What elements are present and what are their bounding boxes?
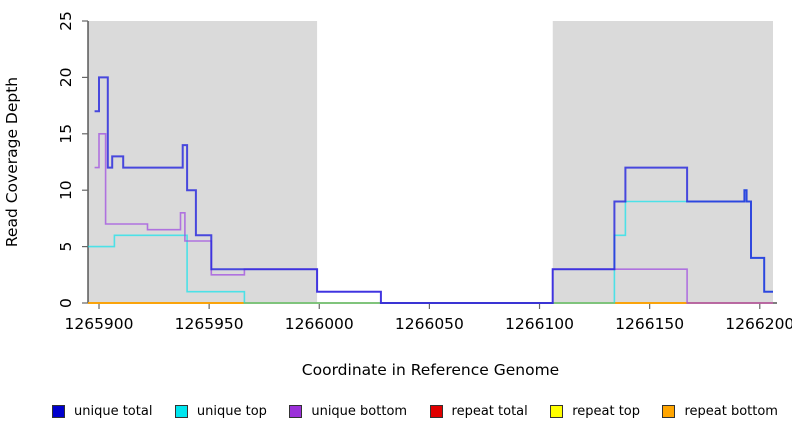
chart-legend: unique total unique top unique bottom repea…: [0, 396, 792, 426]
x-tick-label: 1265900: [64, 315, 133, 333]
x-tick-label: 1266150: [615, 315, 684, 333]
x-tick-label: 1266100: [505, 315, 574, 333]
legend-swatch: [174, 404, 188, 418]
legend-swatch: [52, 404, 65, 418]
shaded-region-0: [88, 21, 318, 303]
y-axis-label: Read Coverage Depth: [3, 77, 21, 247]
legend-item-repeat-top: repeat top: [550, 404, 640, 419]
shaded-region-1: [552, 21, 773, 303]
legend-label: unique total: [74, 403, 153, 419]
x-tick-label: 1266200: [725, 315, 792, 333]
y-tick-label: 25: [57, 11, 75, 31]
y-tick-label: 10: [57, 180, 75, 200]
y-tick-label: 0: [57, 298, 75, 308]
y-tick-label: 15: [57, 124, 75, 144]
x-tick-label: 1265950: [175, 315, 244, 333]
y-tick-label: 5: [57, 242, 75, 252]
legend-swatch: [289, 404, 303, 418]
legend-label: unique bottom: [311, 403, 408, 419]
x-axis-label: Coordinate in Reference Genome: [302, 361, 559, 379]
legend-swatch: [429, 404, 443, 418]
series-unique-total: [94, 76, 773, 304]
legend-label: repeat bottom: [684, 403, 778, 419]
legend-label: unique top: [196, 403, 267, 419]
legend-item-repeat-total: repeat total: [429, 403, 528, 419]
legend-swatch: [662, 404, 676, 418]
legend-item-unique-bottom: unique bottom: [289, 404, 407, 419]
y-tick-label: 20: [57, 68, 75, 88]
x-tick-label: 1266000: [285, 315, 354, 333]
legend-item-unique-total: unique total: [52, 404, 152, 419]
x-tick-label: 1266050: [395, 315, 464, 333]
coverage-chart: 1265900 1265950 1266000 1266050 1266100 12661…: [3, 11, 792, 379]
legend-item-repeat-bottom: repeat bottom: [662, 404, 778, 419]
legend-swatch: [550, 404, 564, 418]
legend-label: repeat top: [572, 403, 640, 419]
legend-item-unique-top: unique top: [174, 403, 267, 419]
legend-label: repeat total: [451, 403, 528, 419]
